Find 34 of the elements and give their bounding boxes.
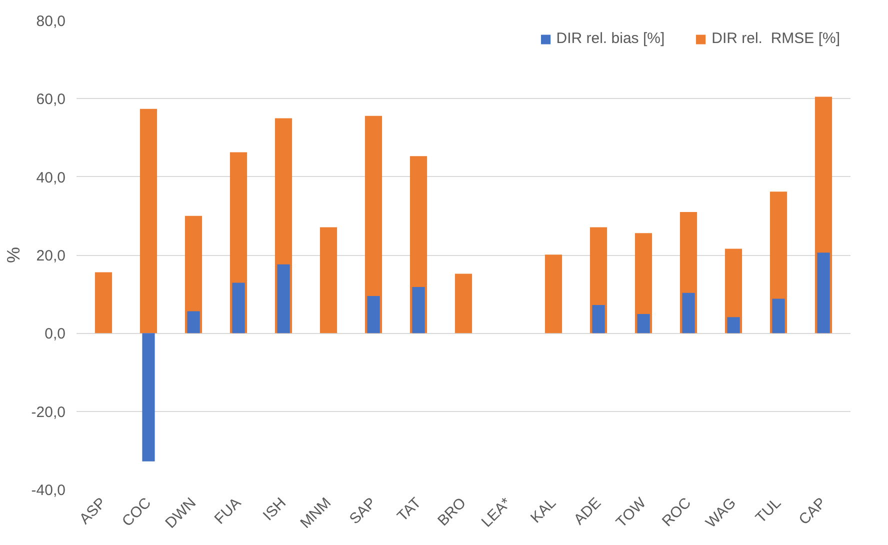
x-tick-label: KAL [527,494,560,527]
legend-label: DIR rel. bias [%] [556,30,665,47]
bar [682,292,695,334]
bar [817,252,830,334]
bar [772,298,785,334]
bar [320,227,338,334]
y-tick-label: 40,0 [36,169,66,186]
bar [142,333,155,462]
bar [727,317,740,334]
bar [544,254,562,334]
bar [232,282,245,334]
y-tick-label: -40,0 [31,482,66,499]
x-tick-label: TAT [394,494,425,525]
bar [187,311,200,334]
x-tick-label: FUA [211,494,245,528]
bar [637,314,650,334]
bar [367,296,380,334]
legend-label: DIR rel. RMSE [%] [712,30,840,47]
bar [412,287,425,334]
y-tick-label: 20,0 [36,248,66,264]
y-tick-label: 80,0 [36,13,66,30]
y-axis-title: % [3,246,24,263]
y-tick-label: 60,0 [36,91,66,108]
y-tick-label: -20,0 [31,404,66,421]
y-tick-label: 0,0 [44,326,66,343]
x-tick-label: CAP [796,494,830,528]
bar [454,274,472,334]
x-tick-label: ISH [260,494,290,524]
bar [277,264,290,334]
bar [592,305,605,334]
x-tick-label: SAP [346,494,380,528]
bar [140,108,158,334]
bar [94,272,112,334]
x-tick-label: TUL [752,494,785,527]
